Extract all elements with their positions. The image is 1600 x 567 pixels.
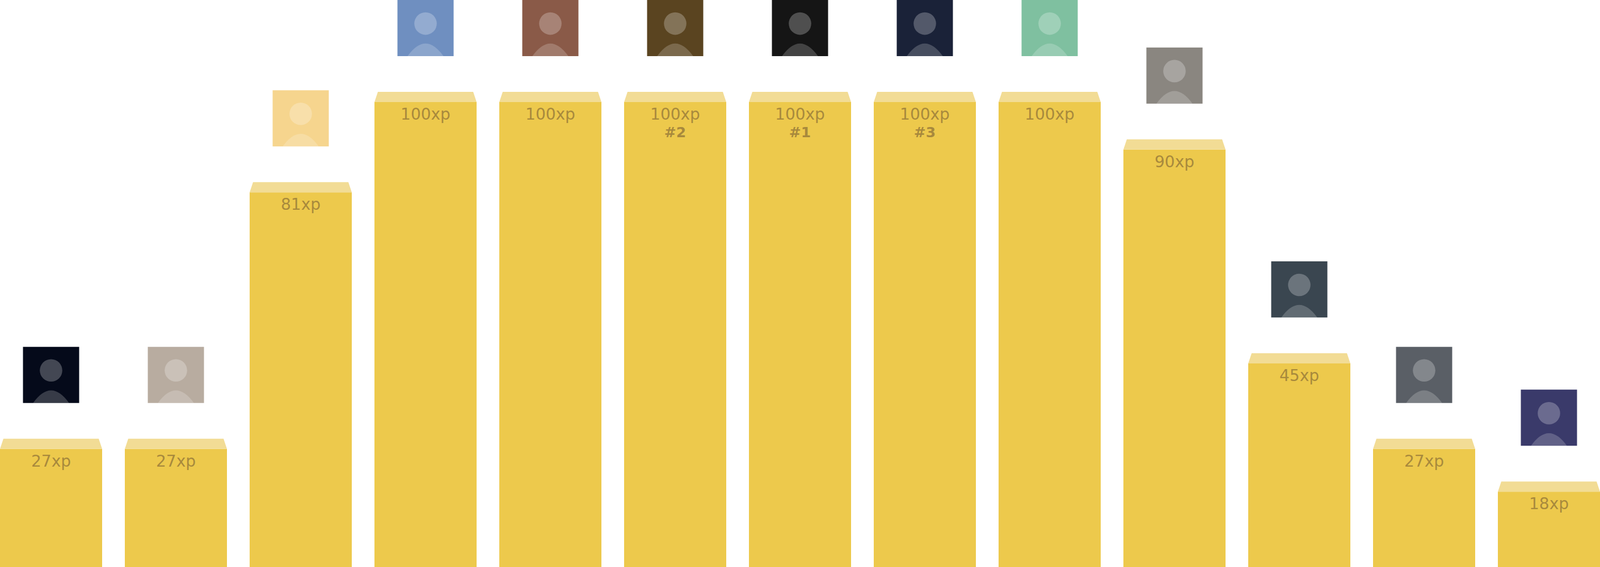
bar (374, 102, 477, 567)
data-label: 100xp (525, 104, 576, 124)
bar (1373, 449, 1476, 567)
bar-group (1373, 439, 1476, 567)
data-label: 100xp (899, 104, 950, 124)
bar-group (998, 91, 1101, 567)
avatar-head (1038, 12, 1061, 36)
bar-cap (1123, 139, 1226, 150)
data-label: 27xp (1404, 452, 1444, 471)
bar-cap (0, 439, 103, 450)
bar-group (624, 91, 727, 567)
avatar (1521, 389, 1578, 446)
avatar (897, 0, 954, 57)
bar-group (748, 91, 852, 567)
rank-label: #3 (914, 124, 936, 141)
bar-group (0, 439, 103, 567)
bar-cap (998, 91, 1101, 103)
data-label: 90xp (1154, 152, 1195, 172)
avatar (522, 0, 579, 57)
bars (0, 91, 1600, 567)
bar (1497, 491, 1600, 567)
chart-container: 27xp27xp81xp100xp100xp100xp#2100xp#1100x… (0, 0, 1600, 567)
avatar-body (1156, 91, 1193, 104)
bar-group (374, 91, 477, 567)
bar-group (1248, 353, 1351, 567)
avatar-body (1281, 305, 1317, 318)
avatar-head (1287, 274, 1311, 297)
bar (1123, 149, 1226, 567)
avatar-body (282, 133, 319, 147)
avatar (1396, 347, 1453, 404)
data-label: 81xp (280, 195, 321, 214)
avatar-body (657, 43, 693, 57)
avatar (1271, 261, 1328, 318)
avatar (397, 0, 454, 57)
avatar (272, 90, 330, 147)
avatar-body (1530, 433, 1567, 446)
avatar-head (539, 12, 562, 36)
bar (499, 102, 602, 567)
chart-svg: 27xp27xp81xp100xp100xp100xp#2100xp#1100x… (0, 0, 1600, 567)
avatar-body (407, 43, 444, 57)
avatar-head (39, 359, 63, 383)
avatar (23, 347, 80, 404)
bar-group (873, 91, 976, 567)
labels: 27xp27xp81xp100xp100xp100xp#2100xp#1100x… (31, 104, 1569, 514)
bar (124, 449, 227, 567)
rank-label: #2 (664, 124, 686, 141)
bar (249, 192, 352, 567)
bar-cap (1248, 353, 1351, 364)
data-label: 100xp (775, 104, 825, 124)
avatar-body (1031, 43, 1068, 57)
data-label: 27xp (31, 452, 71, 471)
bar-cap (1373, 439, 1476, 450)
avatar (1021, 0, 1079, 57)
bar-group (249, 182, 352, 567)
avatar-head (913, 12, 937, 36)
avatar (1146, 47, 1203, 104)
avatars (23, 0, 1578, 446)
avatar (772, 0, 829, 57)
bar (873, 102, 976, 567)
data-label: 45xp (1279, 366, 1320, 386)
data-label: 27xp (156, 452, 196, 471)
avatar-body (532, 43, 568, 57)
bar (998, 102, 1101, 567)
data-label: 100xp (1024, 104, 1075, 124)
bar (0, 449, 103, 567)
bar-group (124, 439, 227, 567)
bar-group (499, 91, 602, 567)
bar-cap (249, 182, 352, 193)
avatar-body (1405, 390, 1442, 403)
avatar-head (164, 359, 188, 383)
bar-cap (748, 91, 852, 103)
avatar-head (1412, 359, 1436, 383)
avatar-body (781, 43, 818, 57)
bar-cap (499, 91, 602, 103)
data-label: 100xp (400, 104, 451, 124)
avatar-head (1163, 60, 1186, 83)
avatar-head (788, 12, 812, 36)
avatar-head (289, 102, 313, 126)
bar-cap (624, 91, 727, 103)
avatar-head (663, 12, 687, 36)
bar-cap (1497, 481, 1600, 492)
bar-group (1497, 481, 1600, 567)
avatar-body (32, 390, 69, 403)
avatar (148, 347, 205, 404)
bar-cap (873, 91, 976, 103)
bar-group (1123, 139, 1226, 567)
data-label: 100xp (650, 104, 701, 124)
bar (748, 102, 852, 567)
avatar-body (157, 390, 194, 403)
bar-cap (124, 439, 227, 450)
avatar (647, 0, 704, 57)
data-label: 18xp (1529, 494, 1569, 514)
avatar-head (414, 12, 437, 36)
avatar-body (906, 43, 943, 57)
rank-label: #1 (789, 124, 811, 141)
avatar-head (1537, 402, 1561, 425)
bar (624, 102, 727, 567)
bar (1248, 363, 1351, 567)
bar-cap (374, 91, 477, 103)
